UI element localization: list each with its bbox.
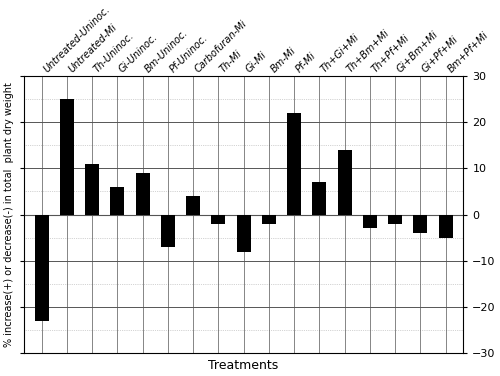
Bar (338, 150, 351, 215)
X-axis label: Treatments: Treatments (208, 359, 278, 372)
Bar (312, 182, 326, 215)
Bar (287, 113, 301, 215)
Bar (236, 215, 250, 252)
Bar (212, 215, 226, 224)
Y-axis label: % increase(+) or decrease(-) in total  plant dry weight: % increase(+) or decrease(-) in total pl… (4, 82, 14, 347)
Bar (363, 215, 377, 229)
Bar (262, 215, 276, 224)
Bar (438, 215, 452, 238)
Bar (110, 187, 124, 215)
Bar (161, 215, 175, 247)
Bar (85, 164, 99, 215)
Bar (60, 99, 74, 215)
Bar (186, 196, 200, 215)
Bar (34, 215, 48, 321)
Bar (388, 215, 402, 224)
Bar (136, 173, 149, 215)
Bar (414, 215, 428, 233)
